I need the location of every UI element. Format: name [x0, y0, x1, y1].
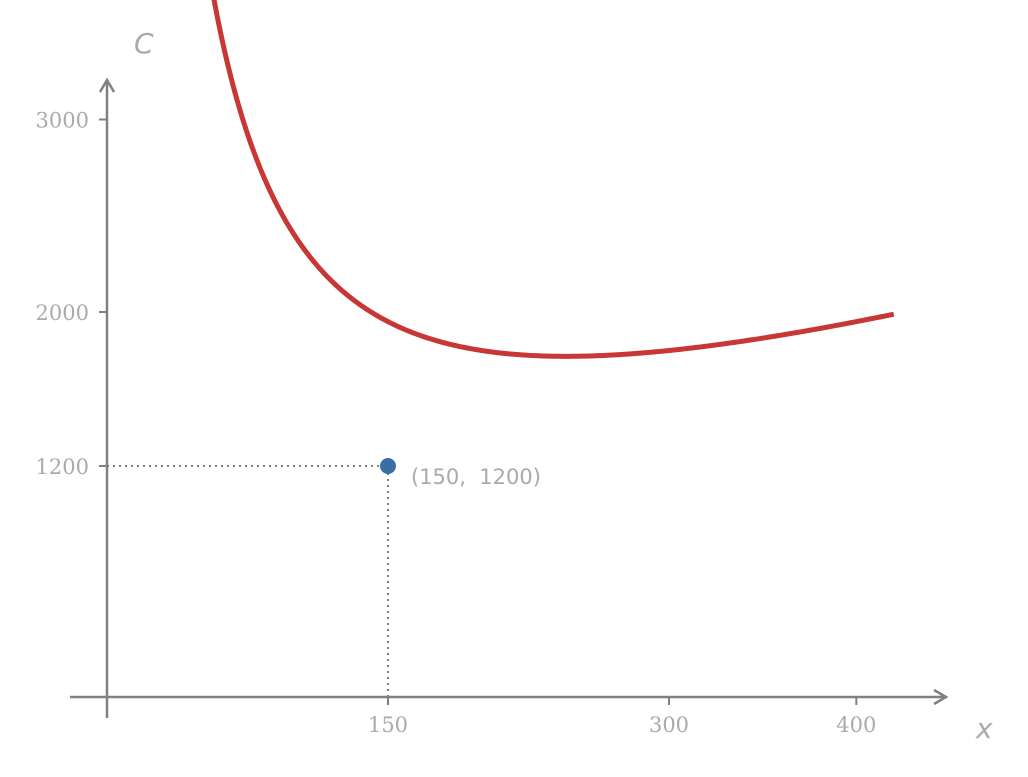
cost-curve	[211, 0, 895, 359]
minimum-point	[380, 458, 396, 474]
x-axis-arrow	[933, 688, 949, 706]
ticks: 150 300 400 1200 2000 3000	[36, 109, 877, 738]
y-axis-arrow	[98, 77, 116, 93]
y-axis-label: C	[134, 27, 154, 60]
y-tick-label: 3000	[36, 109, 89, 133]
minimum-guide-lines	[107, 465, 389, 697]
x-axis-label: x	[975, 712, 993, 745]
x-tick-label: 150	[368, 713, 408, 737]
x-tick-label: 300	[649, 713, 689, 737]
y-tick-label: 2000	[36, 301, 89, 325]
y-tick-label: 1200	[36, 455, 89, 479]
x-tick-label: 400	[836, 713, 876, 737]
minimum-point-label: (150, 1200)	[411, 465, 541, 489]
